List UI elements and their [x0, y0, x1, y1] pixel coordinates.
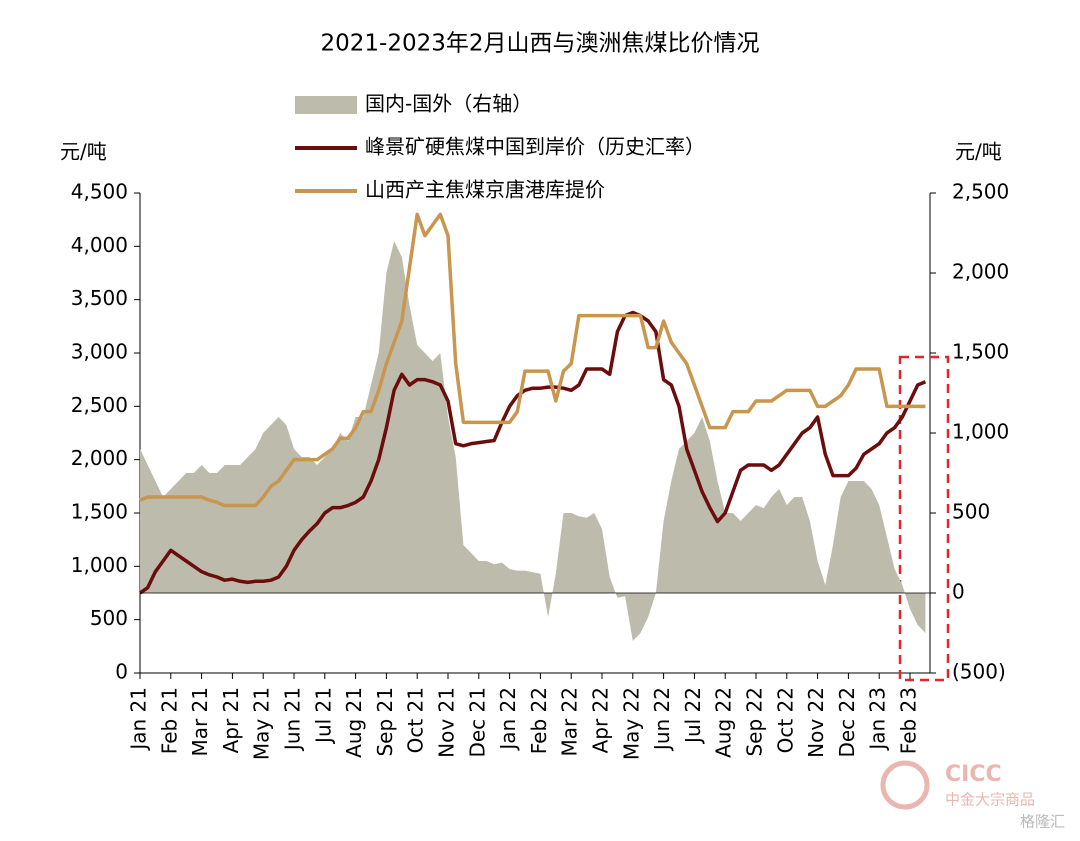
x-tick-label: Nov 21	[435, 687, 459, 758]
legend-label: 山西产主焦煤京唐港库提价	[365, 178, 605, 202]
y-axis-label: 元/吨	[60, 140, 107, 164]
y2-tick-label: (500)	[952, 660, 1006, 684]
x-tick-label: Nov 22	[804, 687, 828, 758]
y-tick-label: 4,500	[71, 180, 128, 204]
y2-tick-label: 1,500	[952, 340, 1009, 364]
x-tick-label: Aug 22	[712, 687, 736, 758]
y2-axis-label: 元/吨	[955, 140, 1002, 164]
x-tick-label: Apr 21	[219, 687, 243, 753]
watermark-text: CICC	[945, 762, 1002, 787]
x-tick-label: Oct 21	[404, 687, 428, 753]
y-tick-label: 3,000	[71, 340, 128, 364]
x-tick-label: Jun 21	[281, 687, 305, 752]
watermark-text: 中金大宗商品	[945, 791, 1035, 809]
x-tick-label: Feb 21	[157, 687, 181, 754]
chart-title: 2021-2023年2月山西与澳洲焦煤比价情况	[321, 31, 760, 57]
area	[140, 241, 926, 641]
x-tick-label: Jul 21	[311, 687, 335, 745]
y-tick-label: 1,000	[71, 553, 128, 577]
x-tick-label: Apr 22	[589, 687, 613, 753]
x-tick-label: Sep 21	[373, 687, 397, 757]
highlight-box	[898, 355, 950, 682]
x-tick-label: Dec 22	[835, 687, 859, 758]
y2-tick-label: 2,000	[952, 260, 1009, 284]
watermark-logo	[880, 760, 930, 810]
line	[139, 212, 926, 508]
y2-tick-label: 500	[952, 500, 990, 524]
y2-tick-label: 2,500	[952, 180, 1009, 204]
y2-tick-label: 0	[952, 580, 965, 604]
x-tick-label: Feb 23	[897, 687, 921, 754]
legend-swatch	[295, 96, 357, 114]
y-tick-label: 3,500	[71, 286, 128, 310]
legend-label: 峰景矿硬焦煤中国到岸价（历史汇率）	[365, 135, 705, 159]
y2-tick-label: 1,000	[952, 420, 1009, 444]
y-tick-label: 2,000	[71, 446, 128, 470]
y-tick-label: 500	[90, 606, 128, 630]
x-tick-label: Jan 22	[496, 687, 520, 752]
x-tick-label: Jan 23	[866, 687, 890, 752]
x-tick-label: Mar 22	[558, 687, 582, 757]
x-tick-label: Dec 21	[465, 687, 489, 758]
x-tick-label: Jun 22	[650, 687, 674, 752]
line	[139, 310, 927, 595]
x-tick-label: May 21	[250, 687, 274, 760]
x-tick-label: Feb 22	[527, 687, 551, 754]
x-tick-label: Sep 22	[743, 687, 767, 757]
watermark-text: 格隆汇	[1020, 813, 1065, 831]
y-tick-label: 4,000	[71, 233, 128, 257]
x-tick-label: May 22	[619, 687, 643, 760]
x-tick-label: Oct 22	[773, 687, 797, 753]
y-tick-label: 0	[115, 660, 128, 684]
x-tick-label: Jan 21	[127, 687, 151, 752]
x-tick-label: Aug 21	[342, 687, 366, 758]
y-tick-label: 1,500	[71, 500, 128, 524]
y-tick-label: 2,500	[71, 393, 128, 417]
x-tick-label: Mar 21	[188, 687, 212, 757]
x-tick-label: Jul 22	[681, 687, 705, 745]
watermark: CICC 中金大宗商品 格隆汇	[880, 760, 1065, 831]
legend-label: 国内-国外（右轴）	[365, 92, 532, 116]
